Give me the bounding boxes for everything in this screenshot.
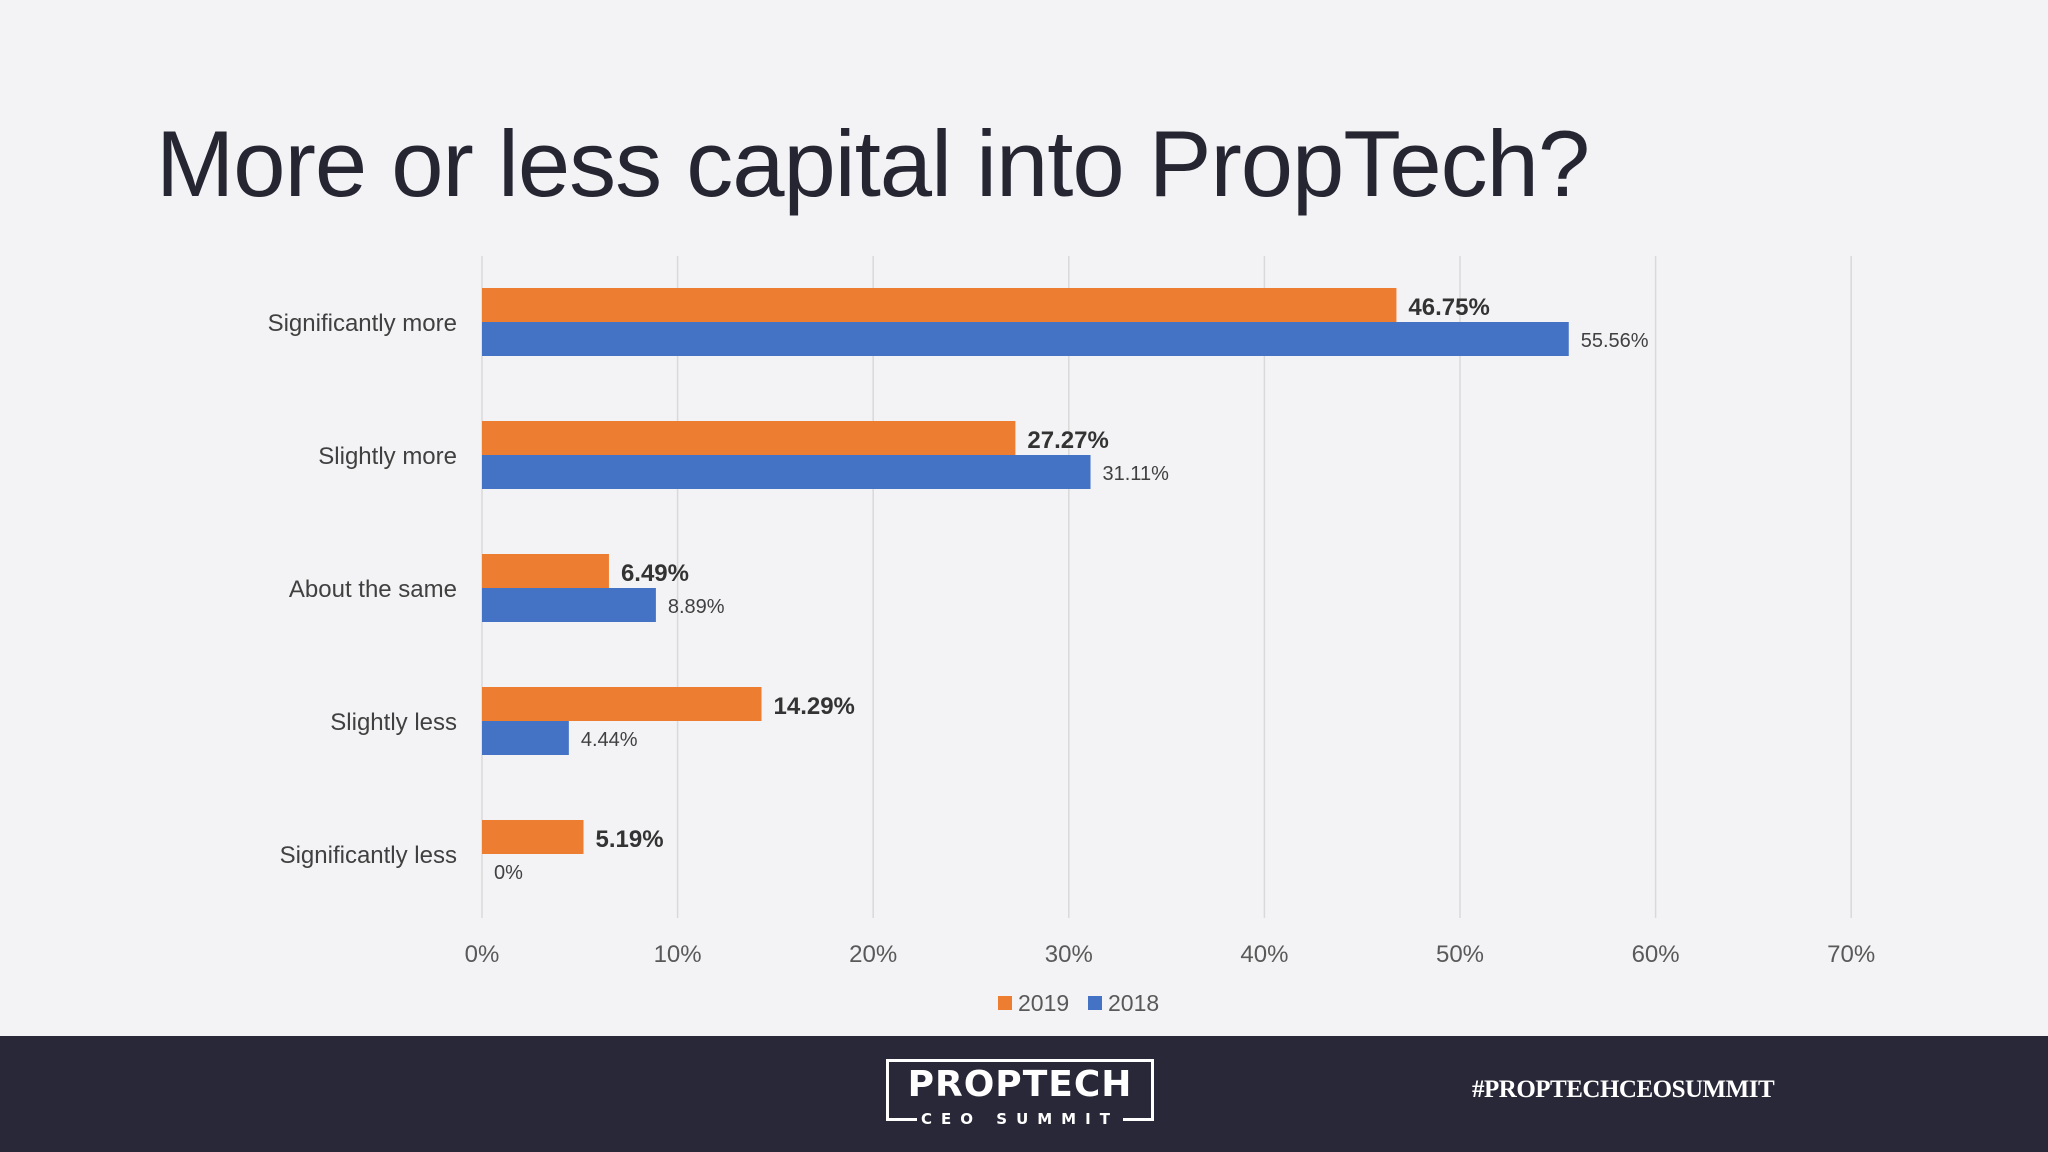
data-label-2019: 46.75% <box>1408 294 1489 321</box>
x-tick-label: 20% <box>849 941 897 968</box>
legend-swatch-2019 <box>998 996 1012 1010</box>
bar-2018 <box>482 455 1091 489</box>
x-tick-label: 60% <box>1632 941 1680 968</box>
bar-2019 <box>482 421 1016 455</box>
legend-label-2018: 2018 <box>1108 990 1159 1016</box>
category-label: Slightly less <box>330 709 457 736</box>
x-tick-label: 0% <box>465 941 500 968</box>
category-label: Significantly more <box>268 310 457 337</box>
data-label-2018: 31.11% <box>1103 463 1170 485</box>
data-label-2019: 27.27% <box>1027 427 1108 454</box>
bar-2019 <box>482 820 584 854</box>
legend-label-2019: 2019 <box>1018 990 1069 1016</box>
bars <box>482 288 1569 854</box>
x-tick-label: 30% <box>1045 941 1093 968</box>
logo-wordmark: PROPTECH <box>907 1064 1133 1105</box>
data-label-2018: 4.44% <box>581 729 638 751</box>
legend-swatch-2018 <box>1088 996 1102 1010</box>
x-tick-label: 50% <box>1436 941 1484 968</box>
bar-2019 <box>482 554 609 588</box>
x-tick-label: 10% <box>654 941 702 968</box>
data-label-2018: 8.89% <box>668 596 725 618</box>
bar-2019 <box>482 288 1397 322</box>
data-label-2018: 55.56% <box>1581 330 1649 352</box>
data-label-2019: 5.19% <box>596 826 664 853</box>
bar-chart: 46.75% 55.56% 27.27% 31.11% 6.49% 8.89% 14.29%… <box>268 256 1876 1016</box>
x-tick-label: 70% <box>1827 941 1875 968</box>
gridlines <box>481 256 1852 918</box>
x-axis-ticks: 0% 10% 20% 30% 40% 50% 60% 70% <box>465 941 1876 968</box>
event-hashtag: #PROPTECHCEOSUMMIT <box>1472 1076 1775 1103</box>
data-labels: 46.75% 55.56% 27.27% 31.11% 6.49% 8.89% 14.29%… <box>494 294 1649 884</box>
bar-2019 <box>482 687 762 721</box>
footer-bar: PROPTECH CEO SUMMIT #PROPTECHCEOSUMMIT <box>0 1036 2048 1152</box>
category-label: Significantly less <box>280 842 457 869</box>
slide-title: More or less capital into PropTech? <box>156 111 1590 216</box>
data-label-2019: 14.29% <box>774 693 855 720</box>
logo-subtext: CEO SUMMIT <box>917 1111 1123 1127</box>
category-label: About the same <box>289 576 457 603</box>
bar-2018 <box>482 721 569 755</box>
data-label-2019: 6.49% <box>621 560 689 587</box>
proptech-logo: PROPTECH CEO SUMMIT <box>886 1059 1154 1127</box>
category-labels: Significantly more Slightly more About the… <box>268 310 457 869</box>
bar-2018 <box>482 588 656 622</box>
x-tick-label: 40% <box>1240 941 1288 968</box>
bar-2018 <box>482 322 1569 356</box>
category-label: Slightly more <box>318 443 457 470</box>
legend: 2019 2018 <box>998 990 1159 1016</box>
data-label-2018: 0% <box>494 862 523 884</box>
